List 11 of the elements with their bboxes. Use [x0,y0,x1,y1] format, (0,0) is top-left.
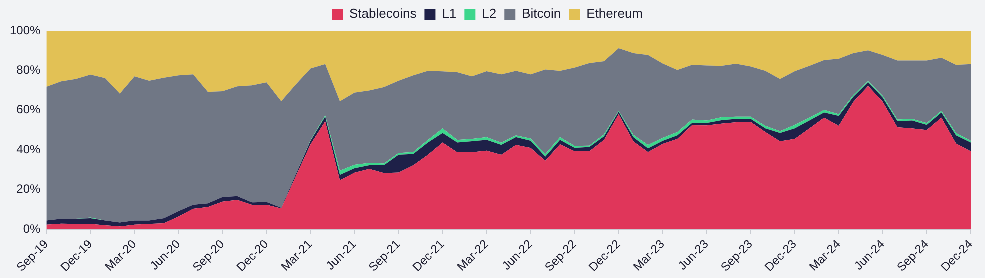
y-tick-label: 20% [16,182,42,196]
legend-label: Ethereum [586,6,644,22]
legend-label: Stablecoins [349,6,418,22]
legend-label: L1 [442,6,457,22]
y-tick-label: 80% [16,63,42,78]
legend-label: Bitcoin [522,6,562,22]
y-tick-label: 100% [10,23,42,38]
y-tick-label: 60% [16,102,42,117]
y-tick-label: 0% [23,222,42,236]
y-tick-label: 40% [16,142,42,156]
legend-label: L2 [482,6,497,22]
